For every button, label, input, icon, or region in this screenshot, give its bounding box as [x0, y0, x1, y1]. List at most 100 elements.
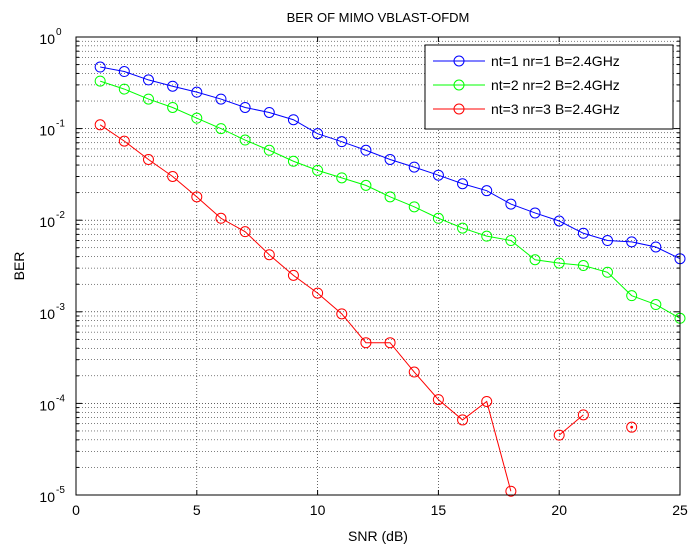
legend-marker — [453, 103, 465, 115]
data-point — [577, 227, 589, 239]
x-tick-label: 0 — [72, 502, 80, 518]
legend-box — [424, 44, 674, 130]
data-point — [505, 198, 517, 210]
data-point — [602, 266, 614, 278]
series-layer — [94, 61, 686, 497]
data-point — [215, 212, 227, 224]
data-point — [287, 155, 299, 167]
data-point — [529, 207, 541, 219]
data-point — [215, 93, 227, 105]
data-point — [408, 161, 420, 173]
data-point — [118, 66, 130, 78]
data-point — [118, 135, 130, 147]
data-point — [142, 93, 154, 105]
data-point — [602, 235, 614, 247]
y-tick-exponent: 0 — [56, 27, 62, 38]
series-3 — [94, 119, 638, 497]
legend-marker — [453, 79, 465, 91]
data-point — [553, 429, 565, 441]
data-point — [650, 241, 662, 253]
x-axis-label: SNR (dB) — [348, 528, 408, 544]
plot-frame — [75, 36, 681, 496]
data-point — [481, 185, 493, 197]
data-point — [167, 101, 179, 113]
y-tick-exponent: -4 — [56, 393, 65, 404]
data-point — [94, 61, 106, 73]
data-point — [191, 191, 203, 203]
legend-marker — [453, 55, 465, 67]
x-tick-label: 25 — [672, 502, 688, 518]
data-point — [577, 260, 589, 272]
data-point — [239, 101, 251, 113]
data-point — [626, 236, 638, 248]
x-tick-label: 20 — [551, 502, 567, 518]
y-tick-exponent: -2 — [56, 210, 65, 221]
data-point — [626, 290, 638, 302]
data-point — [432, 212, 444, 224]
data-point — [360, 179, 372, 191]
data-point — [505, 485, 517, 497]
series-line — [100, 66, 681, 260]
data-point — [239, 226, 251, 238]
y-tick-exponent: -1 — [56, 119, 65, 130]
grid-layer — [76, 37, 680, 495]
data-point — [457, 222, 469, 234]
x-tick-label: 5 — [193, 502, 201, 518]
y-axis-label: BER — [11, 252, 27, 281]
series-line — [100, 80, 681, 319]
data-point — [336, 172, 348, 184]
data-point — [481, 230, 493, 242]
data-point — [505, 235, 517, 247]
y-tick-label: 10 — [39, 489, 55, 505]
data-point — [336, 136, 348, 148]
data-point — [312, 128, 324, 140]
y-tick-label: 10 — [39, 31, 55, 47]
data-point — [626, 421, 638, 433]
y-tick-label: 10 — [39, 397, 55, 413]
y-tick-exponent: -3 — [56, 302, 65, 313]
data-point — [384, 153, 396, 165]
data-point — [312, 287, 324, 299]
data-point — [167, 80, 179, 92]
data-point — [432, 394, 444, 406]
data-point-center — [630, 425, 634, 429]
data-point — [263, 144, 275, 156]
data-point — [287, 114, 299, 126]
legend-entry: nt=1 nr=1 B=2.4GHz — [491, 53, 620, 69]
data-point — [215, 123, 227, 135]
data-point — [457, 414, 469, 426]
x-tick-label: 15 — [431, 502, 447, 518]
legend: nt=1 nr=1 B=2.4GHz nt=2 nr=2 B=2.4GHz nt=3… — [424, 44, 674, 130]
data-point — [650, 299, 662, 311]
y-tick-label: 10 — [39, 214, 55, 230]
data-point — [312, 164, 324, 176]
data-point — [142, 74, 154, 86]
data-point — [481, 395, 493, 407]
data-point — [287, 269, 299, 281]
data-point — [553, 215, 565, 227]
data-point — [457, 178, 469, 190]
legend-entry: nt=2 nr=2 B=2.4GHz — [491, 77, 620, 93]
data-point — [384, 337, 396, 349]
data-point — [263, 249, 275, 261]
data-point — [142, 153, 154, 165]
data-point — [577, 409, 589, 421]
legend-entry: nt=3 nr=3 B=2.4GHz — [491, 101, 620, 117]
y-tick-label: 10 — [39, 123, 55, 139]
data-point — [553, 257, 565, 269]
data-point — [408, 201, 420, 213]
x-tick-label: 10 — [310, 502, 326, 518]
data-point — [94, 75, 106, 87]
data-point — [191, 86, 203, 98]
data-point — [432, 169, 444, 181]
data-point — [167, 170, 179, 182]
data-point — [529, 254, 541, 266]
data-point — [360, 337, 372, 349]
data-point — [239, 134, 251, 146]
data-point — [94, 119, 106, 131]
data-point — [263, 106, 275, 118]
series-1 — [94, 61, 686, 265]
data-point — [336, 308, 348, 320]
